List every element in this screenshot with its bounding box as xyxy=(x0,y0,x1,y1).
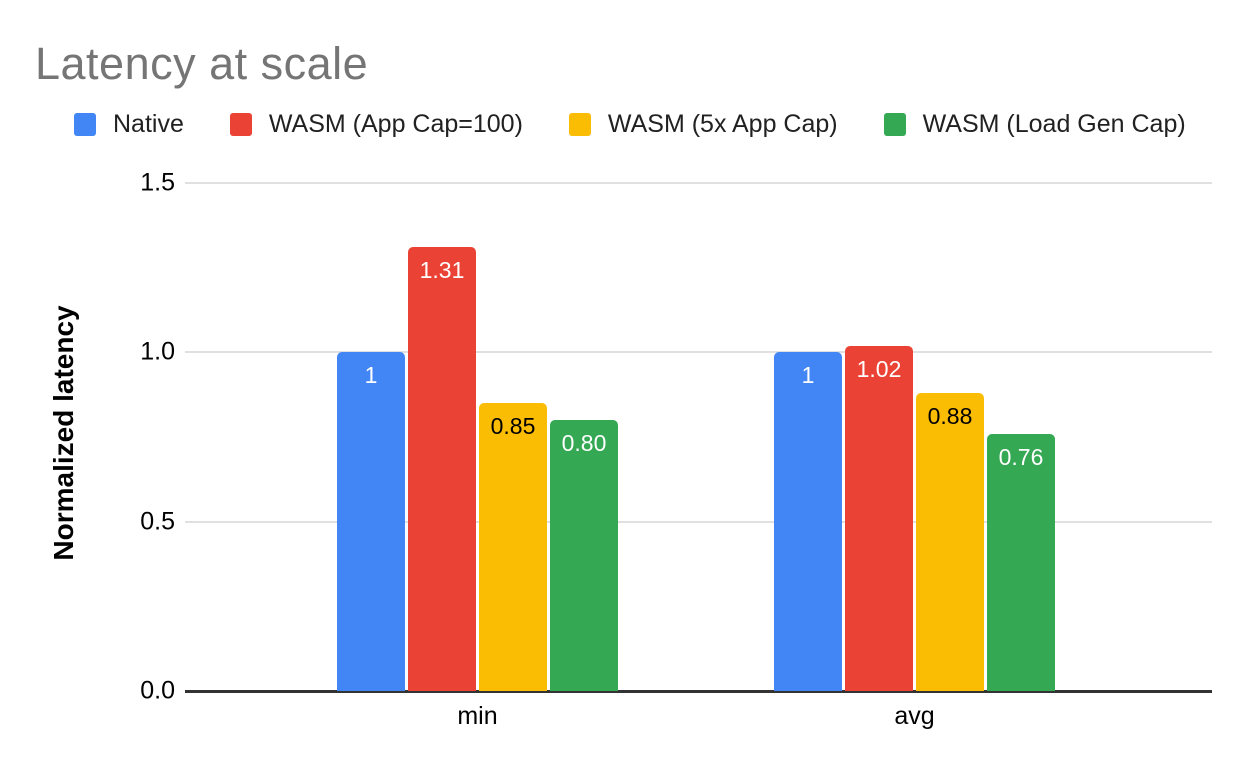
gridline-0.5 xyxy=(185,520,1212,523)
y-tick-label-1.5: 1.5 xyxy=(140,168,175,197)
legend: Native WASM (App Cap=100) WASM (5x App Cap… xyxy=(74,112,1186,137)
legend-swatch-icon xyxy=(74,113,96,136)
x-category-label-min: min xyxy=(457,702,498,730)
gridline-1.0 xyxy=(185,351,1212,354)
legend-item-2: WASM (App Cap=100) xyxy=(229,110,523,138)
legend-swatch-icon xyxy=(568,113,591,136)
y-axis-title: Normalized latency xyxy=(48,305,79,561)
bar-value-label: 1 xyxy=(801,362,815,389)
legend-item-3: WASM (5x App Cap) xyxy=(568,110,838,138)
legend-swatch-icon xyxy=(883,113,906,136)
y-tick-label-0.0: 0.0 xyxy=(140,676,175,705)
legend-label: WASM (5x App Cap) xyxy=(607,110,838,138)
bar-min-series-2: 1.31 xyxy=(408,247,476,691)
chart-title: Latency at scale xyxy=(35,38,369,89)
x-axis-baseline xyxy=(185,690,1212,693)
bar-value-label: 0.80 xyxy=(561,430,607,457)
bar-avg-series-2: 1.02 xyxy=(845,345,913,691)
bar-value-label: 1 xyxy=(364,362,378,389)
bar-avg-series-1: 1 xyxy=(774,352,842,691)
y-tick-label-0.5: 0.5 xyxy=(140,507,175,536)
y-tick-label-1.0: 1.0 xyxy=(140,337,175,366)
bar-avg-series-3: 0.88 xyxy=(916,392,984,691)
bar-value-label: 1.31 xyxy=(419,257,465,284)
bar-value-label: 0.88 xyxy=(927,402,973,429)
legend-label: WASM (App Cap=100) xyxy=(268,110,523,138)
bar-value-label: 1.02 xyxy=(856,355,902,382)
legend-item-1: Native xyxy=(74,112,184,137)
bar-avg-series-4: 0.76 xyxy=(987,433,1055,691)
legend-label: WASM (Load Gen Cap) xyxy=(922,110,1186,138)
legend-label: Native xyxy=(113,110,184,138)
legend-swatch-icon xyxy=(229,113,252,136)
gridline-1.5 xyxy=(185,182,1212,184)
bar-value-label: 0.85 xyxy=(490,413,536,440)
bar-min-series-3: 0.85 xyxy=(479,403,547,691)
x-category-label-avg: avg xyxy=(894,702,935,730)
bar-value-label: 0.76 xyxy=(998,443,1044,470)
bar-min-series-4: 0.80 xyxy=(550,420,618,691)
legend-item-4: WASM (Load Gen Cap) xyxy=(883,110,1186,138)
bar-min-series-1: 1 xyxy=(337,352,405,691)
